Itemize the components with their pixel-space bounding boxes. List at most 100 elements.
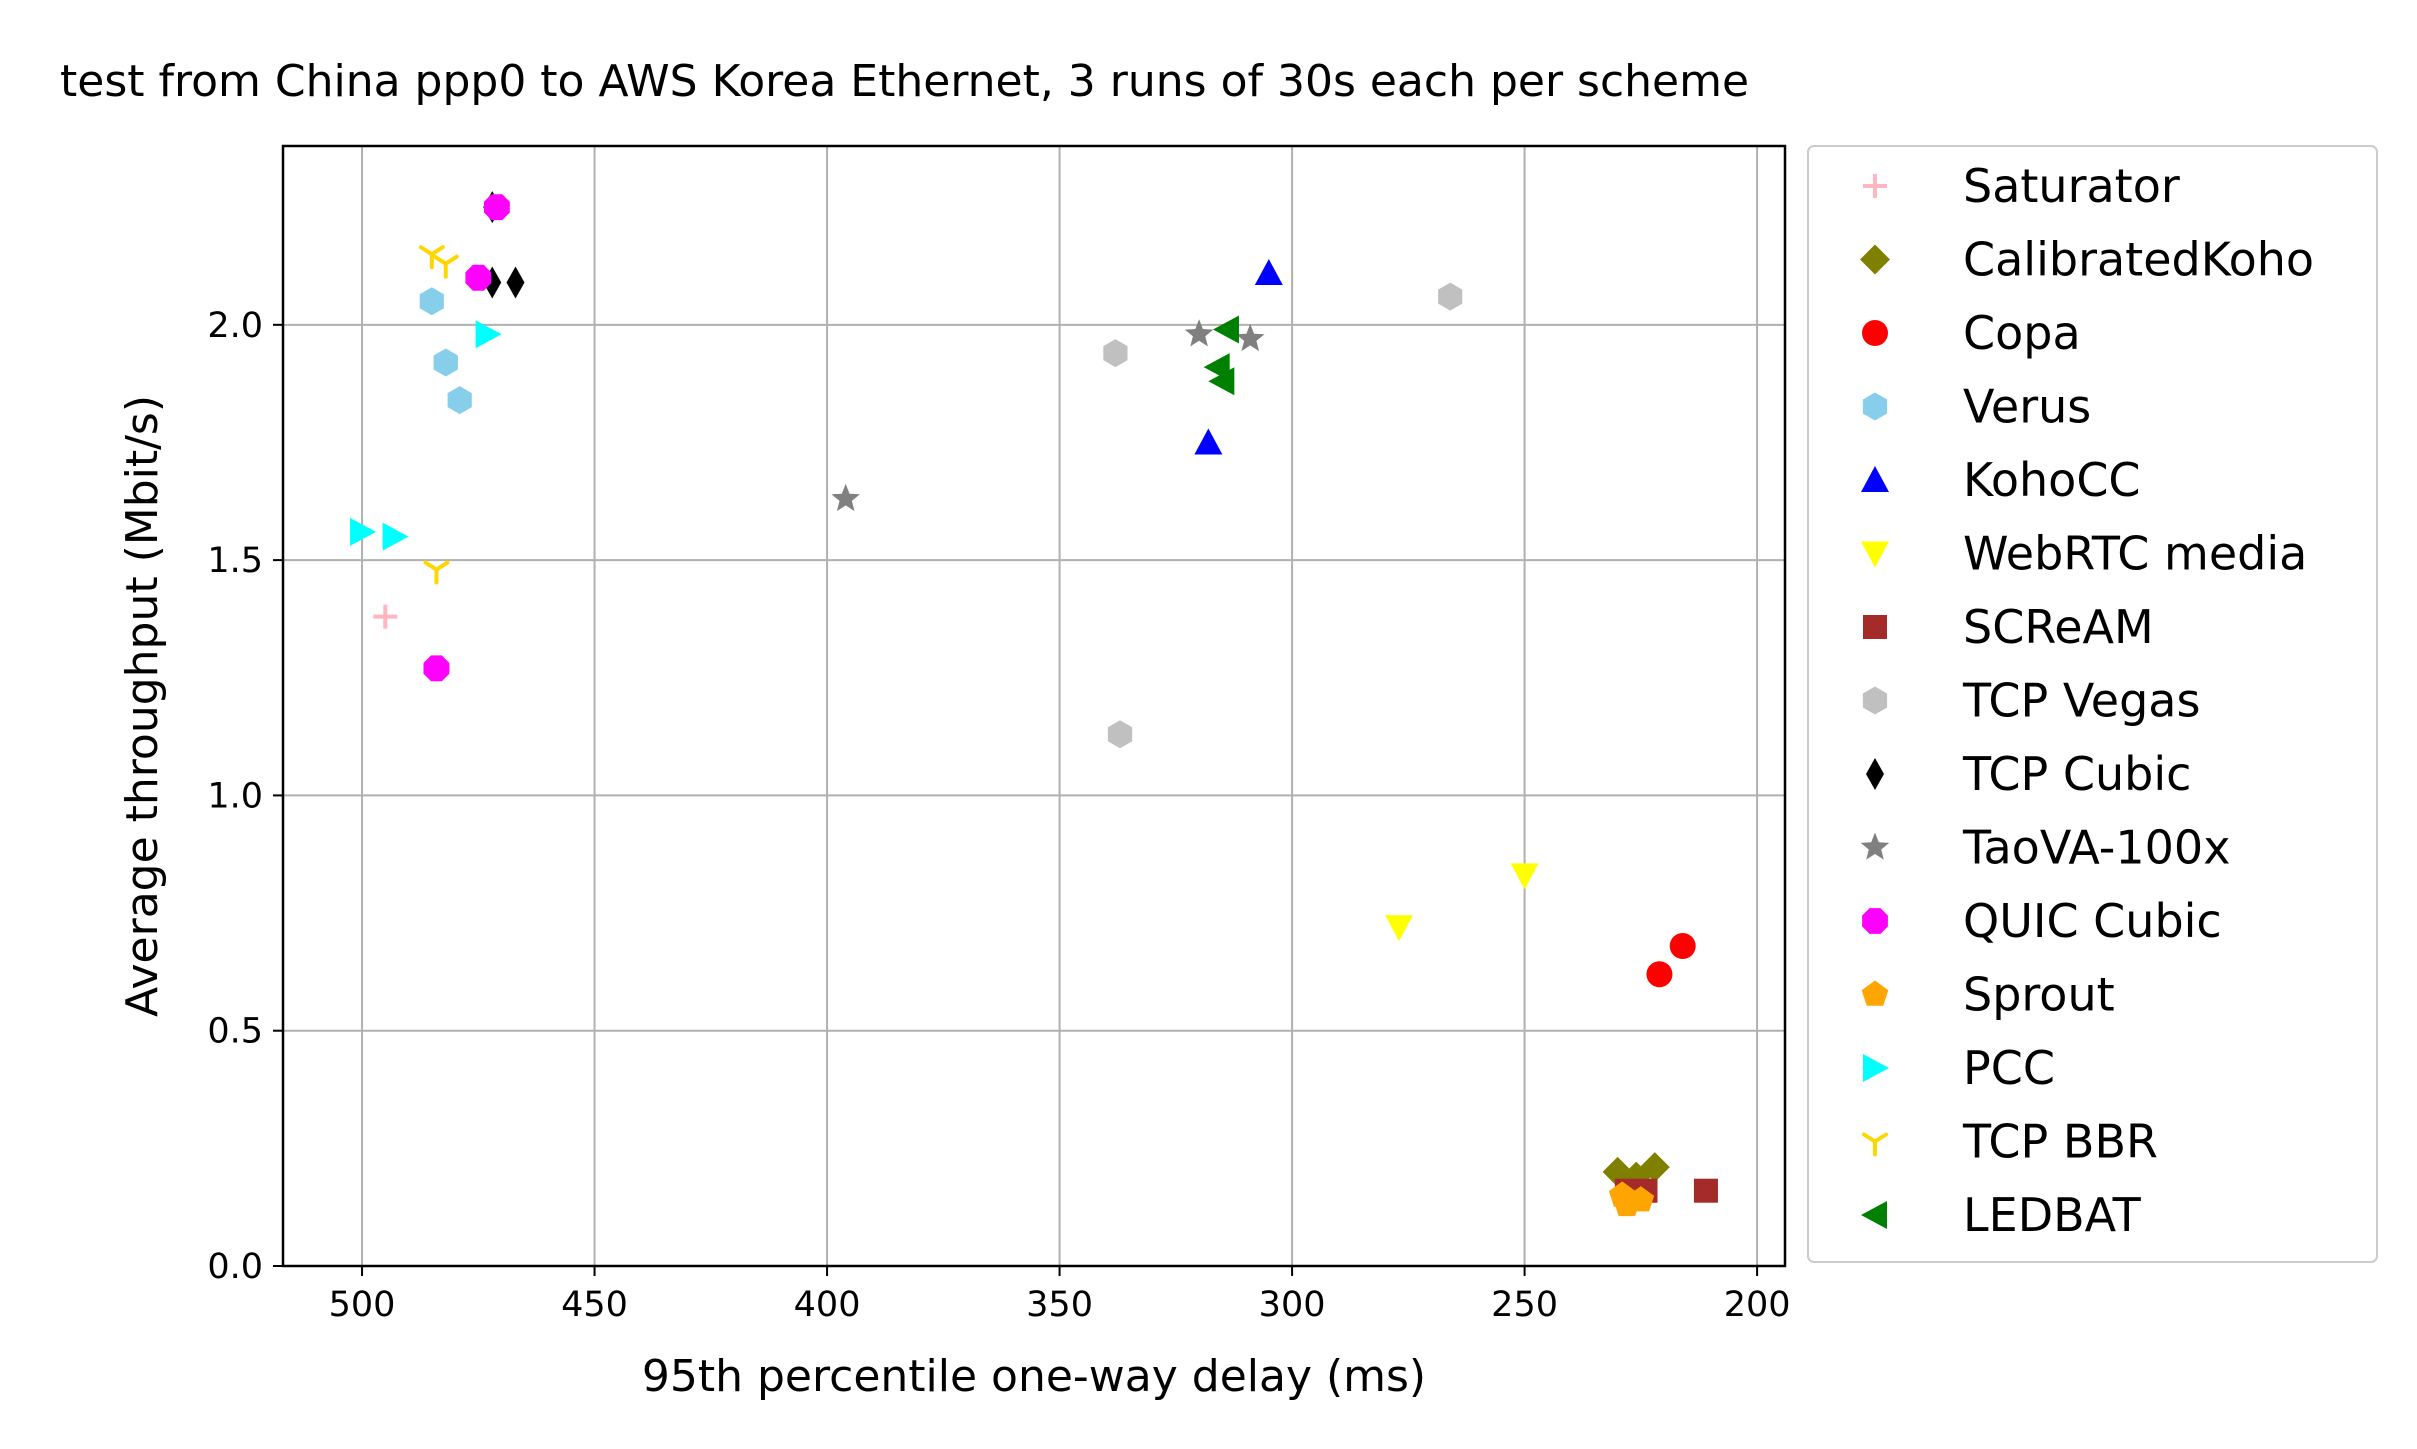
data-point-verus	[433, 348, 458, 377]
data-point-quic-cubic	[423, 655, 450, 682]
legend-item-verus: Verus	[1862, 380, 2091, 434]
data-point-pcc	[350, 517, 377, 546]
x-tick-label: 300	[1259, 1285, 1326, 1325]
legend-item-tcp-bbr: TCP BBR	[1862, 1115, 2158, 1169]
data-point-ledbat	[1208, 367, 1235, 396]
series-pcc	[350, 320, 502, 551]
axis-ticks: 500 450 400 350 300 250 200 0.0 0.5 1.0 1.5 2.0	[207, 306, 1790, 1325]
legend-label-ledbat: LEDBAT	[1963, 1188, 2142, 1242]
legend-item-tcp-cubic: TCP Cubic	[1866, 747, 2191, 801]
x-tick-label: 500	[329, 1285, 396, 1325]
series-webrtc-media	[1385, 863, 1539, 942]
y-tick-label: 0.5	[207, 1012, 263, 1052]
chart-title: test from China ppp0 to AWS Korea Ethern…	[60, 56, 1749, 107]
data-point-quic-cubic	[465, 264, 492, 291]
data-point-calibratedkoho	[1639, 1152, 1670, 1183]
legend-marker-tcp-vegas	[1862, 686, 1888, 715]
data-point-ledbat	[1212, 315, 1239, 344]
data-point-copa	[1646, 961, 1673, 988]
data-point-scream	[1693, 1178, 1718, 1203]
legend-item-kohocc: KohoCC	[1861, 453, 2141, 507]
legend-label-copa: Copa	[1963, 306, 2081, 360]
data-point-taova-100x	[1236, 323, 1265, 352]
data-point-tcp-vegas	[1438, 282, 1463, 311]
legend-marker-webrtc-media	[1861, 541, 1889, 568]
legend-item-scream: SCReAM	[1863, 600, 2154, 654]
series-tcp-vegas	[1103, 282, 1463, 749]
legend-label-pcc: PCC	[1963, 1041, 2055, 1095]
data-point-quic-cubic	[484, 194, 510, 221]
legend-item-taova-100x: TaoVA-100x	[1860, 821, 2230, 875]
y-tick-label: 1.0	[207, 776, 263, 816]
data-point-tcp-bbr	[423, 560, 450, 585]
legend: Saturator CalibratedKoho Copa Verus KohoCC We…	[1807, 145, 2378, 1263]
legend-item-calibratedkoho: CalibratedKoho	[1860, 233, 2314, 287]
legend-item-tcp-vegas: TCP Vegas	[1862, 674, 2200, 728]
legend-label-quic-cubic: QUIC Cubic	[1963, 894, 2222, 948]
data-point-taova-100x	[1184, 319, 1214, 347]
legend-marker-tcp-cubic	[1866, 758, 1884, 790]
data-point-tcp-cubic	[506, 266, 525, 299]
legend-marker-sprout	[1861, 980, 1889, 1006]
y-tick-label: 2.0	[207, 306, 263, 346]
legend-label-kohocc: KohoCC	[1963, 453, 2141, 507]
legend-marker-ledbat	[1861, 1201, 1887, 1229]
legend-label-verus: Verus	[1963, 380, 2091, 434]
data-point-pcc	[382, 522, 409, 551]
series-kohocc	[1194, 259, 1283, 455]
y-tick-label: 0.0	[207, 1247, 263, 1287]
series-verus	[419, 287, 472, 415]
data-point-webrtc-media	[1385, 915, 1414, 942]
series-sprout	[1608, 1181, 1655, 1217]
series-ledbat	[1203, 315, 1239, 396]
legend-marker-calibratedkoho	[1860, 244, 1890, 275]
x-tick-label: 450	[561, 1285, 628, 1325]
x-tick-label: 350	[1026, 1285, 1093, 1325]
legend-marker-quic-cubic	[1862, 908, 1888, 934]
series-copa	[1646, 933, 1696, 988]
data-point-verus	[419, 287, 444, 316]
data-point-taova-100x	[831, 483, 860, 512]
series-quic-cubic	[423, 194, 510, 682]
data-point-copa	[1669, 933, 1696, 959]
legend-item-webrtc-media: WebRTC media	[1861, 527, 2307, 581]
y-tick-label: 1.5	[207, 541, 263, 581]
legend-marker-pcc	[1863, 1054, 1889, 1082]
legend-marker-tcp-bbr	[1862, 1132, 1888, 1157]
data-point-sprout	[1613, 1190, 1641, 1217]
data-point-kohocc	[1254, 259, 1283, 286]
legend-item-copa: Copa	[1862, 306, 2081, 360]
legend-label-sprout: Sprout	[1963, 968, 2115, 1022]
legend-marker-scream	[1863, 615, 1887, 639]
legend-marker-verus	[1862, 392, 1888, 421]
data-point-webrtc-media	[1510, 863, 1539, 890]
legend-marker-kohocc	[1861, 466, 1889, 492]
legend-label-scream: SCReAM	[1963, 600, 2154, 654]
x-tick-label: 250	[1491, 1285, 1558, 1325]
legend-label-tcp-cubic: TCP Cubic	[1962, 747, 2191, 801]
data-points	[350, 191, 1718, 1217]
plot-area	[281, 144, 1787, 1268]
y-axis-label: Average throughput (Mbit/s)	[117, 395, 168, 1017]
series-taova-100x	[831, 319, 1265, 512]
series-tcp-bbr	[418, 245, 459, 585]
data-point-verus	[447, 386, 472, 415]
legend-item-quic-cubic: QUIC Cubic	[1862, 894, 2222, 948]
data-point-tcp-vegas	[1103, 339, 1128, 368]
data-point-saturator	[373, 604, 398, 629]
data-point-tcp-bbr	[432, 254, 459, 279]
legend-label-webrtc-media: WebRTC media	[1963, 527, 2307, 581]
x-tick-label: 200	[1724, 1285, 1791, 1325]
legend-label-taova-100x: TaoVA-100x	[1962, 821, 2230, 875]
legend-item-sprout: Sprout	[1861, 968, 2115, 1022]
legend-label-calibratedkoho: CalibratedKoho	[1963, 233, 2314, 287]
legend-marker-copa	[1862, 320, 1888, 346]
legend-item-pcc: PCC	[1863, 1041, 2055, 1095]
x-tick-label: 400	[794, 1285, 861, 1325]
data-point-tcp-bbr	[418, 245, 445, 270]
legend-marker-saturator	[1863, 174, 1887, 198]
data-point-kohocc	[1194, 428, 1223, 455]
legend-label-saturator: Saturator	[1963, 159, 2180, 213]
legend-item-ledbat: LEDBAT	[1861, 1188, 2142, 1242]
